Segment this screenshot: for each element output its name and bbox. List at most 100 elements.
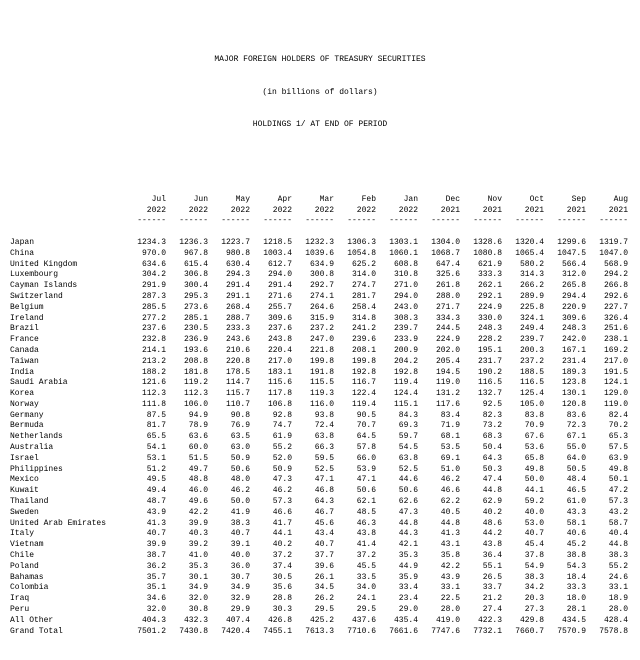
value-cell: 291.4 <box>210 281 252 292</box>
value-cell: 612.7 <box>252 260 294 271</box>
value-cell: 120.8 <box>546 400 588 411</box>
value-cell: 271.0 <box>378 281 420 292</box>
value-cell: 243.0 <box>378 303 420 314</box>
table-row: Poland36.235.336.037.439.645.544.942.255… <box>8 562 640 573</box>
value-cell: 1003.4 <box>252 249 294 260</box>
country-cell: Italy <box>8 529 126 540</box>
value-cell: 52.5 <box>378 465 420 476</box>
table-row: Iraq34.632.032.928.826.224.123.422.521.2… <box>8 594 640 605</box>
table-row: Bahamas35.730.130.730.526.133.535.943.92… <box>8 573 640 584</box>
value-cell: 615.4 <box>168 260 210 271</box>
value-cell: 74.7 <box>252 421 294 432</box>
value-cell: 243.6 <box>210 335 252 346</box>
value-cell: 291.7 <box>630 270 640 281</box>
header-years-row: 2022202220222022202220222022202120212021… <box>8 206 640 217</box>
value-cell: 1232.3 <box>294 238 336 249</box>
value-cell: 294.4 <box>546 292 588 303</box>
table-row: Israel53.151.550.952.059.566.063.869.164… <box>8 454 640 465</box>
value-cell: 314.8 <box>336 314 378 325</box>
value-cell: 40.5 <box>420 508 462 519</box>
value-cell: 30.3 <box>252 605 294 616</box>
value-cell: 7455.1 <box>252 627 294 638</box>
country-cell: Ireland <box>8 314 126 325</box>
title-line-2: (in billions of dollars) <box>8 88 632 99</box>
value-cell: 7661.6 <box>378 627 420 638</box>
value-cell: 50.5 <box>630 465 640 476</box>
value-cell: 314.3 <box>504 270 546 281</box>
value-cell: 129.0 <box>588 389 630 400</box>
country-cell: Japan <box>8 238 126 249</box>
value-cell: 29.5 <box>294 605 336 616</box>
value-cell: 70.7 <box>336 421 378 432</box>
value-cell: 84.3 <box>378 411 420 422</box>
header-month: Jun <box>168 195 210 206</box>
value-cell: 116.0 <box>294 400 336 411</box>
value-cell: 40.0 <box>504 508 546 519</box>
value-cell: 1080.8 <box>462 249 504 260</box>
value-cell: 35.6 <box>252 583 294 594</box>
value-cell: 407.4 <box>210 616 252 627</box>
value-cell: 18.9 <box>588 594 630 605</box>
value-cell: 54.9 <box>504 562 546 573</box>
value-cell: 291.4 <box>252 281 294 292</box>
value-cell: 237.2 <box>294 324 336 335</box>
table-row: Peru32.030.829.930.329.529.529.028.027.4… <box>8 605 640 616</box>
value-cell: 625.2 <box>336 260 378 271</box>
value-cell: 41.3 <box>126 519 168 530</box>
value-cell: 117.6 <box>420 400 462 411</box>
value-cell: 131.2 <box>420 389 462 400</box>
value-cell: 83.8 <box>504 411 546 422</box>
value-cell: 422.3 <box>462 616 504 627</box>
country-cell: Norway <box>8 400 126 411</box>
header-month: Jul <box>126 195 168 206</box>
country-cell: Switzerland <box>8 292 126 303</box>
table-row: Chile38.741.040.037.237.737.235.335.836.… <box>8 551 640 562</box>
value-cell: 76.9 <box>210 421 252 432</box>
value-cell: 67.1 <box>546 432 588 443</box>
value-cell: 72.3 <box>546 421 588 432</box>
value-cell: 970.0 <box>126 249 168 260</box>
value-cell: 46.6 <box>252 508 294 519</box>
value-cell: 39.6 <box>294 562 336 573</box>
value-cell: 55.2 <box>252 443 294 454</box>
value-cell: 54.1 <box>126 443 168 454</box>
country-cell: Iraq <box>8 594 126 605</box>
value-cell: 45.2 <box>546 540 588 551</box>
value-cell: 63.8 <box>378 454 420 465</box>
value-cell: 294.0 <box>252 270 294 281</box>
country-cell: Canada <box>8 346 126 357</box>
value-cell: 57.3 <box>630 497 640 508</box>
value-cell: 23.4 <box>378 594 420 605</box>
value-cell: 1047.5 <box>546 249 588 260</box>
value-cell: 54.5 <box>378 443 420 454</box>
value-cell: 40.7 <box>126 529 168 540</box>
value-cell: 41.8 <box>630 529 640 540</box>
country-cell: All Other <box>8 616 126 627</box>
value-cell: 273.6 <box>168 303 210 314</box>
table-row: Colombia35.134.934.935.634.534.033.433.1… <box>8 583 640 594</box>
value-cell: 78.9 <box>168 421 210 432</box>
value-cell: 59.5 <box>294 454 336 465</box>
value-cell: 608.8 <box>378 260 420 271</box>
value-cell: 64.3 <box>294 497 336 508</box>
value-cell: 37.4 <box>252 562 294 573</box>
value-cell: 44.2 <box>462 529 504 540</box>
value-cell: 47.2 <box>588 486 630 497</box>
value-cell: 263.8 <box>630 281 640 292</box>
value-cell: 63.9 <box>588 454 630 465</box>
value-cell: 70.2 <box>588 421 630 432</box>
treasury-holdings-report: MAJOR FOREIGN HOLDERS OF TREASURY SECURI… <box>0 0 640 660</box>
value-cell: 53.0 <box>504 519 546 530</box>
value-cell: 28.0 <box>420 605 462 616</box>
value-cell: 33.1 <box>420 583 462 594</box>
value-cell: 46.8 <box>294 486 336 497</box>
value-cell: 315.9 <box>294 314 336 325</box>
value-cell: 53.1 <box>126 454 168 465</box>
value-cell: 50.3 <box>462 465 504 476</box>
value-cell: 46.2 <box>210 486 252 497</box>
value-cell: 208.8 <box>168 357 210 368</box>
value-cell: 217.0 <box>252 357 294 368</box>
value-cell: 50.5 <box>546 465 588 476</box>
value-cell: 188.5 <box>504 368 546 379</box>
value-cell: 221.8 <box>294 346 336 357</box>
